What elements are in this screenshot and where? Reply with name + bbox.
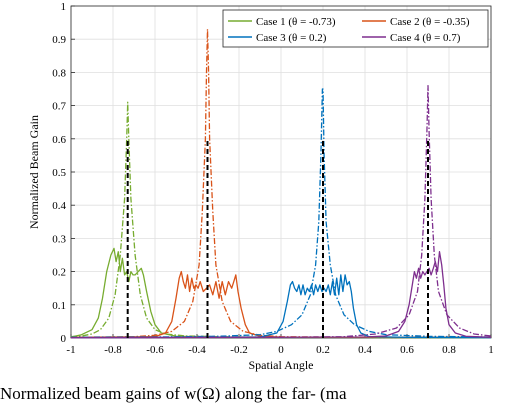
- x-tick-label: 0.8: [442, 344, 456, 356]
- y-tick-label: 1: [61, 1, 67, 13]
- x-tick-label: -0.2: [230, 344, 247, 356]
- y-axis-title: Normalized Beam Gain: [27, 115, 41, 229]
- x-tick-label: -0.4: [188, 344, 206, 356]
- y-tick-label: 0.4: [52, 200, 66, 212]
- y-axis-ticks: 0 0.1 0.2 0.3 0.4 0.5 0.6 0.7 0.8 0.9 1: [52, 1, 75, 345]
- beam-gain-chart: -1 -0.8 -0.6 -0.4 -0.2 0 0.2 0.4 0.6 0.8 1 0 0.1 0.2…: [27, 1, 494, 372]
- legend-box: [222, 9, 489, 48]
- x-tick-label: 0.4: [358, 344, 372, 356]
- x-tick-label: 0.2: [316, 344, 330, 356]
- x-tick-label: -0.8: [104, 344, 122, 356]
- x-tick-label: -0.6: [146, 344, 164, 356]
- y-tick-label: 0: [61, 333, 67, 345]
- y-tick-label: 0.6: [52, 134, 66, 146]
- y-tick-label: 0.9: [52, 34, 66, 46]
- legend-label-4: Case 4 (θ = 0.7): [390, 32, 461, 44]
- y-tick-label: 0.8: [52, 67, 66, 79]
- series-1-solid-curve: [70, 247, 492, 339]
- legend-label-1: Case 1 (θ = -0.73): [256, 16, 336, 28]
- theta-markers: [126, 138, 429, 338]
- y-tick-label: 0.1: [52, 300, 66, 312]
- series-3-dashdot-curve: [70, 88, 492, 338]
- x-tick-label: 0: [278, 344, 284, 356]
- x-tick-label: 0.6: [400, 344, 414, 356]
- series-4-dashdot-curve: [70, 85, 492, 339]
- x-tick-label: 1: [488, 344, 494, 356]
- y-tick-label: 0.3: [52, 233, 66, 245]
- x-tick-label: -1: [66, 344, 75, 356]
- series-3-solid-curve: [70, 274, 492, 339]
- legend-label-2: Case 2 (θ = -0.35): [390, 16, 470, 28]
- legend-label-3: Case 3 (θ = 0.2): [256, 32, 327, 44]
- series-4-solid-curve: [70, 251, 492, 339]
- series-2-dashdot-curve: [70, 28, 492, 338]
- figure-caption: Normalized beam gains of w(Ω) along the …: [0, 384, 347, 403]
- legend: Case 1 (θ = -0.73) Case 2 (θ = -0.35) Case…: [222, 9, 489, 48]
- series-1-dashdot-curve: [70, 101, 492, 339]
- y-tick-label: 0.2: [52, 267, 66, 279]
- series-lines: [70, 28, 492, 339]
- x-axis-ticks: -1 -0.8 -0.6 -0.4 -0.2 0 0.2 0.4 0.6 0.8 1: [66, 334, 494, 356]
- y-tick-label: 0.5: [52, 167, 66, 179]
- x-axis-title: Spatial Angle: [249, 358, 314, 372]
- y-tick-label: 0.7: [52, 101, 66, 113]
